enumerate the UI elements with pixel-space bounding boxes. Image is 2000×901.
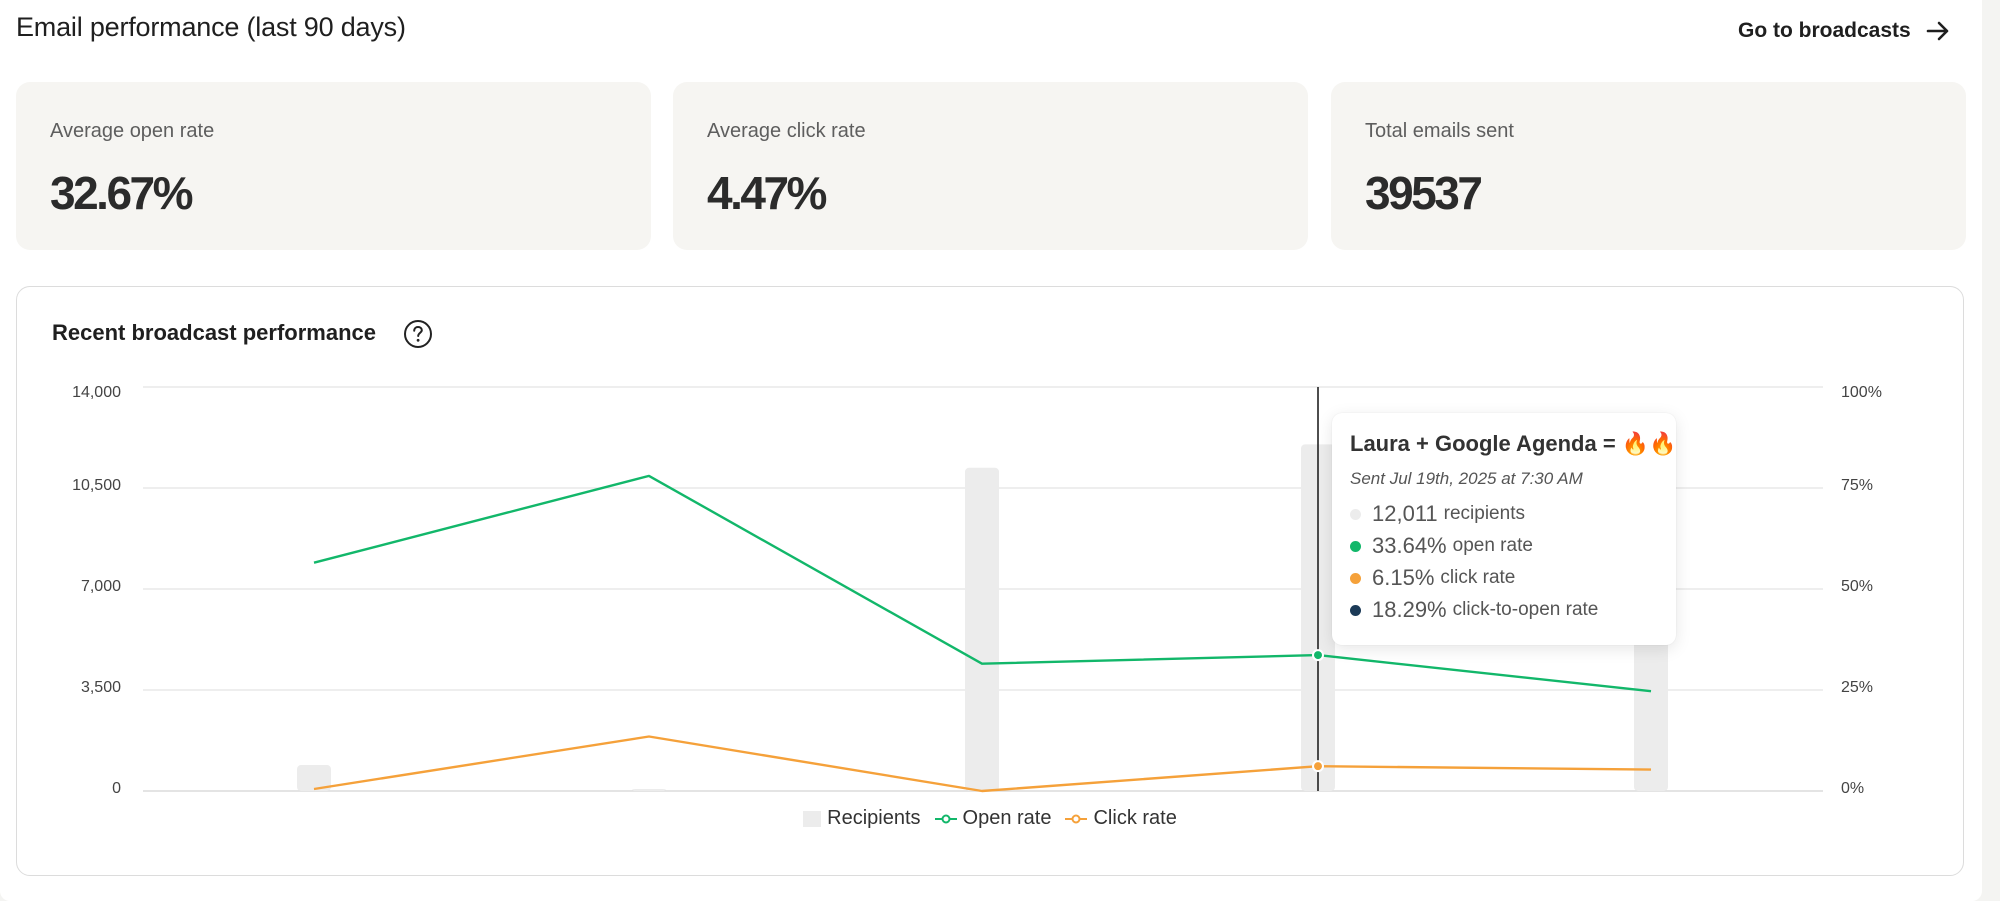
- broadcast-performance-card: Recent broadcast performance 14,000 10,5…: [16, 286, 1964, 876]
- tooltip-row-recipients: 12,011 recipients: [1350, 501, 1525, 527]
- stat-value: 32.67%: [50, 167, 194, 219]
- y-right-tick: 100%: [1841, 384, 1882, 401]
- tooltip-row-click-to-open: 18.29% click-to-open rate: [1350, 597, 1598, 623]
- tooltip-label: click-to-open rate: [1452, 599, 1599, 620]
- open-rate-point: [1312, 649, 1324, 662]
- y-left-tick: 14,000: [72, 384, 121, 401]
- go-to-broadcasts-label: Go to broadcasts: [1738, 19, 1911, 42]
- recipients-bar: [632, 789, 666, 791]
- legend-item-recipients[interactable]: Recipients: [803, 807, 921, 830]
- click-rate-point: [1312, 760, 1324, 773]
- legend-label: Click rate: [1093, 807, 1177, 829]
- go-to-broadcasts-link[interactable]: Go to broadcasts: [1738, 14, 1951, 48]
- chart-legend: Recipients Open rate Click rate: [17, 807, 1963, 830]
- chart-plot[interactable]: [17, 287, 1963, 875]
- question-circle-icon[interactable]: [403, 319, 433, 349]
- y-right-tick: 50%: [1841, 578, 1874, 595]
- chart-tooltip: Laura + Google Agenda = 🔥🔥 Sent Jul 19th…: [1332, 413, 1677, 645]
- tooltip-label: recipients: [1443, 503, 1525, 524]
- open-rate-line: [313, 474, 1652, 693]
- tooltip-dot: [1350, 540, 1361, 552]
- legend-label: Recipients: [827, 807, 921, 829]
- y-left-tick: 3,500: [80, 679, 121, 696]
- legend-line-swatch-icon: [1065, 814, 1088, 823]
- tooltip-value: 33.64%: [1372, 533, 1447, 558]
- legend-label: Open rate: [962, 807, 1052, 829]
- tooltip-label: click rate: [1440, 567, 1516, 588]
- page-title: Email performance (last 90 days): [16, 12, 406, 42]
- y-left-tick: 10,500: [72, 477, 121, 494]
- tooltip-label: open rate: [1452, 535, 1533, 556]
- stat-card-click-rate: Average click rate 4.47%: [673, 82, 1308, 250]
- stat-card-open-rate: Average open rate 32.67%: [16, 82, 651, 250]
- tooltip-value: 6.15%: [1372, 565, 1435, 590]
- tooltip-sent-date: Sent Jul 19th, 2025 at 7:30 AM: [1350, 469, 1583, 488]
- arrow-right-icon: [1926, 21, 1949, 41]
- page-gutter: [1982, 0, 2000, 901]
- stat-value: 4.47%: [707, 167, 827, 219]
- tooltip-dot: [1350, 508, 1361, 520]
- click-rate-line: [313, 735, 1652, 793]
- legend-bar-swatch: [803, 810, 822, 827]
- chart-title: Recent broadcast performance: [52, 320, 376, 345]
- y-right-tick: 75%: [1841, 477, 1874, 494]
- y-right-tick: 0%: [1841, 780, 1865, 797]
- page-bottom-edge: [0, 882, 2000, 901]
- tooltip-dot: [1350, 604, 1361, 616]
- stat-value: 39537: [1365, 167, 1483, 219]
- stat-label: Average click rate: [707, 120, 866, 142]
- legend-item-click-rate[interactable]: Click rate: [1065, 807, 1177, 830]
- y-left-tick: 0: [112, 780, 121, 797]
- tooltip-value: 18.29%: [1372, 597, 1447, 622]
- y-right-tick: 25%: [1841, 679, 1874, 696]
- stat-label: Total emails sent: [1365, 120, 1514, 142]
- stat-label: Average open rate: [50, 120, 215, 142]
- tooltip-row-open-rate: 33.64% open rate: [1350, 533, 1533, 559]
- legend-item-open-rate[interactable]: Open rate: [934, 807, 1052, 830]
- stat-card-emails-sent: Total emails sent 39537: [1331, 82, 1966, 250]
- tooltip-dot: [1350, 572, 1361, 584]
- recipients-bar: [965, 467, 999, 791]
- legend-line-swatch-icon: [934, 814, 957, 823]
- tooltip-title: Laura + Google Agenda = 🔥🔥: [1350, 431, 1677, 456]
- tooltip-value: 12,011: [1372, 501, 1438, 526]
- y-left-tick: 7,000: [80, 578, 121, 595]
- recipients-bar: [297, 765, 331, 791]
- tooltip-row-click-rate: 6.15% click rate: [1350, 565, 1515, 591]
